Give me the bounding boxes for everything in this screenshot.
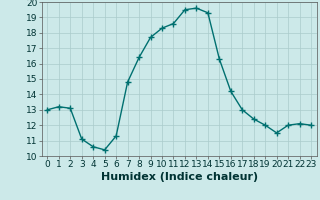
X-axis label: Humidex (Indice chaleur): Humidex (Indice chaleur) [100,172,258,182]
